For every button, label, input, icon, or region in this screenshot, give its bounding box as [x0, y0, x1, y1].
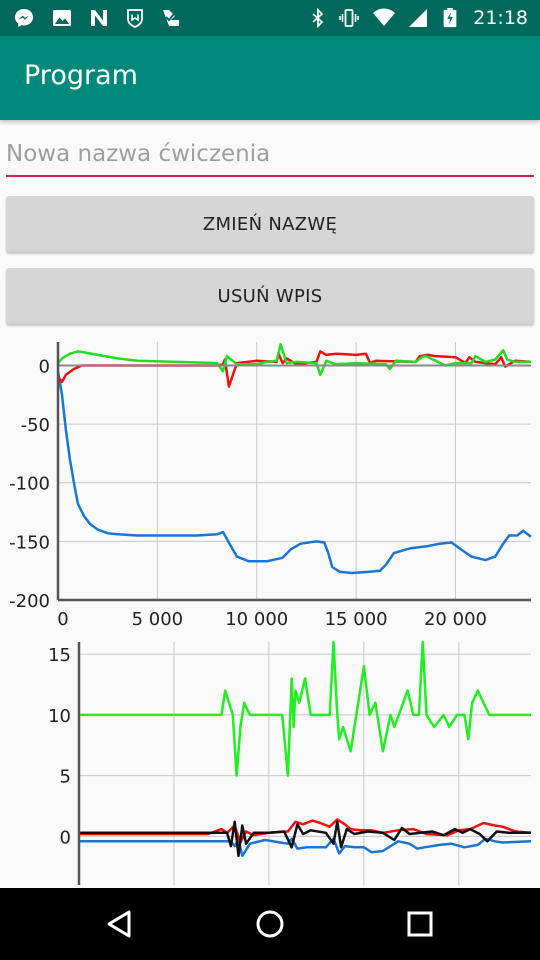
back-icon[interactable] — [102, 906, 138, 942]
y-tick-label: 0 — [39, 356, 50, 377]
y-tick-label: -50 — [21, 415, 50, 436]
rename-button[interactable]: ZMIEŃ NAZWĘ — [6, 196, 534, 252]
n-app-icon — [91, 10, 107, 26]
bluetooth-icon — [312, 8, 324, 28]
y-tick-label: -200 — [9, 591, 50, 612]
app-title: Program — [24, 60, 138, 91]
x-tick-label: 15 000 — [325, 609, 388, 630]
series-line — [57, 350, 532, 388]
series-line — [56, 371, 532, 575]
status-bar: 21:18 — [0, 0, 540, 36]
x-tick-label: 20 000 — [424, 609, 487, 630]
delete-entry-button[interactable]: USUŃ WPIS — [6, 268, 534, 324]
exercise-name-input[interactable] — [6, 133, 534, 177]
status-time: 21:18 — [473, 7, 528, 29]
wifi-icon — [373, 8, 395, 26]
y-tick-label: -100 — [9, 474, 50, 495]
chart-top-svg: 0 -50 -100 -150 -200 0 5 000 10 000 15 000 20 000 — [9, 342, 532, 630]
recents-icon[interactable] — [402, 906, 438, 942]
chart-bottom-svg: 15 10 5 0 — [48, 640, 532, 885]
battery-icon — [443, 8, 457, 28]
home-icon[interactable] — [252, 906, 288, 942]
navigation-bar — [0, 888, 540, 960]
vibrate-icon — [339, 9, 359, 27]
x-tick-label: 5 000 — [132, 609, 184, 630]
x-tick-label: 10 000 — [225, 609, 288, 630]
messenger-icon — [15, 9, 33, 27]
app-bar: Program — [0, 36, 540, 120]
y-tick-label: 0 — [60, 827, 71, 848]
series-line — [79, 818, 532, 844]
y-tick-label: 10 — [48, 706, 71, 727]
check-app-icon — [163, 10, 179, 26]
chart-bottom: 15 10 5 0 — [0, 632, 540, 888]
signal-icon — [409, 9, 427, 27]
image-icon — [53, 10, 71, 26]
x-tick-label: 0 — [57, 609, 68, 630]
series-line — [57, 343, 531, 377]
y-tick-label: 5 — [60, 767, 71, 788]
chart-top: 0 -50 -100 -150 -200 0 5 000 10 000 15 000 20 000 — [0, 332, 540, 632]
y-tick-label: -150 — [9, 532, 50, 553]
series-line — [79, 837, 532, 858]
y-tick-label: 15 — [48, 645, 71, 666]
shield-app-icon — [127, 9, 143, 28]
series-line — [79, 640, 531, 777]
series-line — [79, 820, 531, 858]
